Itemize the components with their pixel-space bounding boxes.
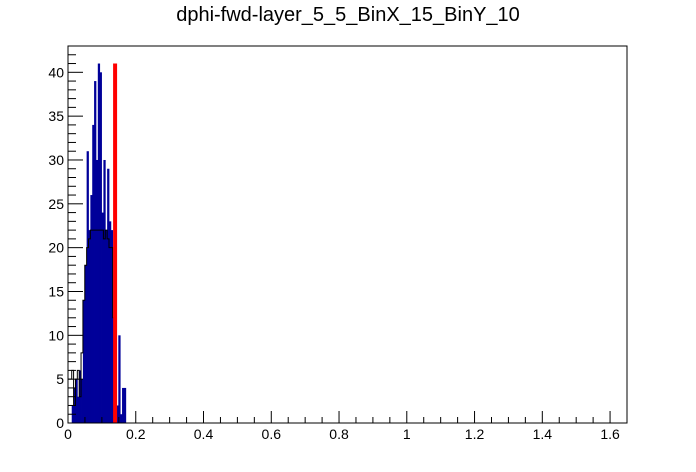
x-tick-label: 0.2: [126, 426, 146, 442]
plot-frame: [67, 45, 628, 424]
x-tick-label: 0.8: [329, 426, 349, 442]
filled-histogram-bars: [71, 63, 127, 424]
y-tick-label: 0: [56, 415, 64, 431]
x-tick-label: 1.6: [600, 426, 620, 442]
x-axis: 0 0.2 0.4 0.6 0.8 1 1.2 1.4 1.6: [64, 411, 620, 442]
x-tick-label: 1.4: [533, 426, 553, 442]
y-tick-label: 10: [48, 327, 64, 343]
y-tick-label: 25: [48, 196, 64, 212]
y-tick-label: 30: [48, 152, 64, 168]
y-tick-label: 35: [48, 108, 64, 124]
y-tick-label: 40: [48, 64, 64, 80]
y-axis: 0 5 10 15 20 25 30 35 40: [48, 54, 83, 431]
y-tick-label: 5: [56, 371, 64, 387]
y-tick-label: 15: [48, 283, 64, 299]
x-tick-label: 0: [64, 426, 72, 442]
x-tick-label: 1.2: [465, 426, 485, 442]
chart-title: dphi-fwd-layer_5_5_BinX_15_BinY_10: [176, 4, 520, 26]
x-tick-label: 1: [403, 426, 411, 442]
y-tick-label: 20: [48, 240, 64, 256]
x-tick-label: 0.6: [262, 426, 282, 442]
x-tick-label: 0.4: [194, 426, 214, 442]
outline-histogram-steps: [67, 229, 117, 423]
